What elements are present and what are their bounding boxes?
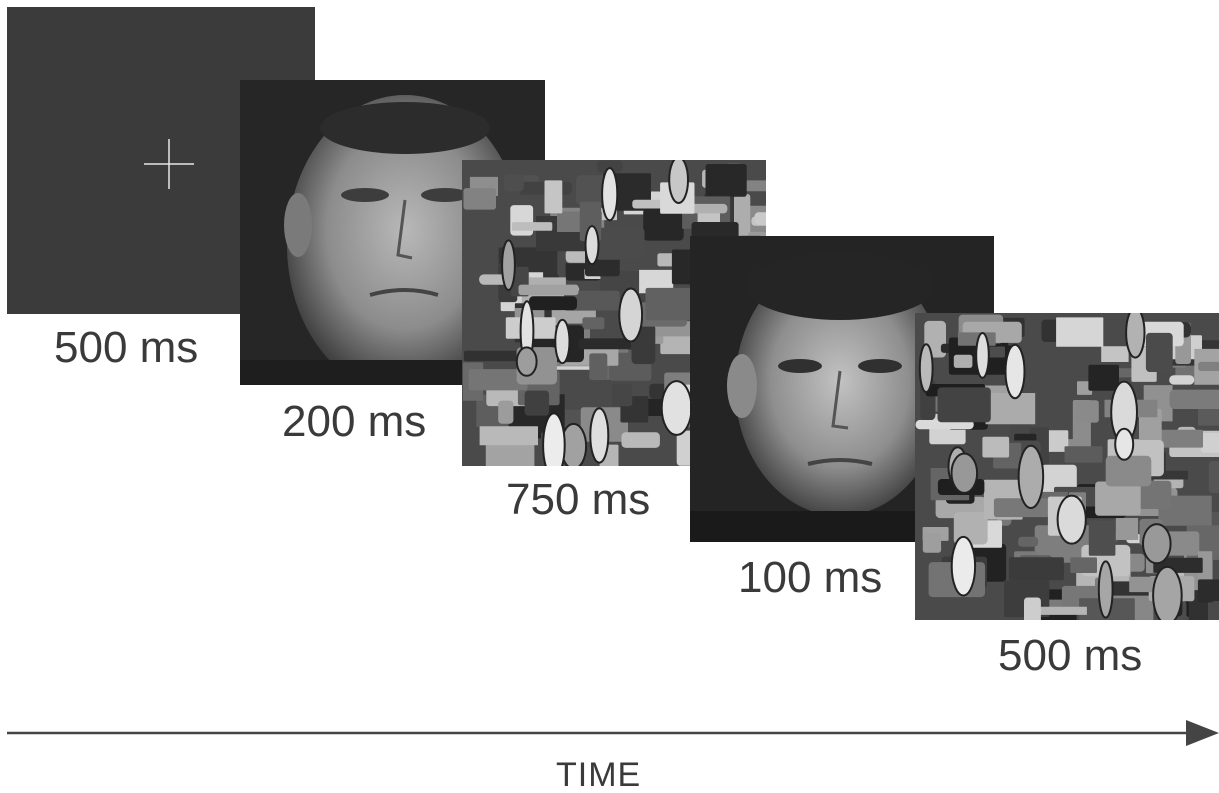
scrambled-mask-icon	[915, 313, 1219, 620]
duration-label-face2: 100 ms	[738, 553, 883, 602]
duration-label-fixation: 500 ms	[54, 323, 199, 372]
duration-label-mask1: 750 ms	[506, 475, 651, 524]
time-arrow-icon	[7, 720, 1219, 746]
mask-frame-2	[915, 313, 1219, 620]
duration-label-mask2: 500 ms	[998, 631, 1143, 680]
duration-label-face1: 200 ms	[282, 397, 427, 446]
time-axis-label: TIME	[556, 756, 642, 793]
